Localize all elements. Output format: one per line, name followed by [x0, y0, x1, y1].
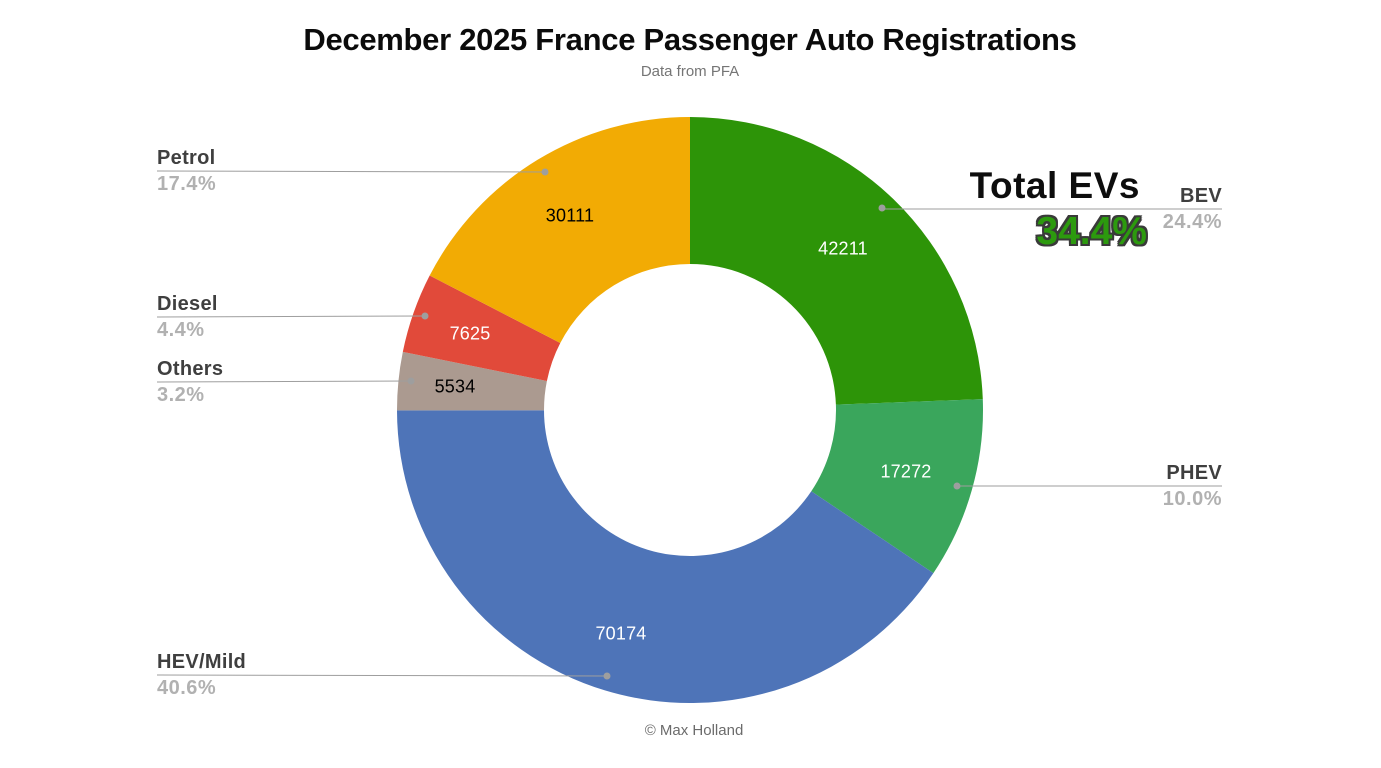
slice-value-others: 5534	[434, 376, 476, 397]
callout-hev-mild-pct: 40.6%	[157, 677, 217, 699]
callout-diesel-label: Diesel	[157, 293, 218, 315]
leader-dot-others	[407, 377, 415, 385]
callout-phev-pct: 10.0%	[1162, 488, 1222, 510]
donut-slices	[396, 116, 983, 703]
callout-phev-label: PHEV	[1166, 462, 1222, 484]
callout-petrol-pct: 17.4%	[157, 173, 217, 195]
chart-subtitle: Data from PFA	[640, 63, 740, 80]
leader-dot-hev	[603, 672, 611, 680]
leader-dot-bev	[878, 204, 886, 212]
slice-phev	[811, 399, 983, 574]
slice-value-hev-mild: 70174	[595, 623, 647, 644]
leader-line-hev	[156, 674, 608, 677]
slice-value-diesel: 7625	[449, 323, 491, 344]
callout-petrol: Petrol 17.4%	[157, 147, 216, 195]
leader-line-petrol	[156, 170, 546, 173]
slice-others	[396, 351, 547, 411]
slice-value-phev: 17272	[880, 461, 932, 482]
leader-dot-petrol	[541, 168, 549, 176]
slice-value-bev: 42211	[818, 238, 868, 259]
slice-value-petrol: 30111	[545, 205, 595, 226]
leader-dot-diesel	[421, 312, 429, 320]
total-evs-label: Total EVs	[969, 165, 1140, 206]
leader-line-others	[156, 380, 412, 383]
total-evs-value: 34.4%	[1036, 210, 1147, 253]
chart-title: December 2025 France Passenger Auto Regi…	[303, 22, 1077, 57]
leader-dot-phev	[953, 482, 961, 490]
slice-diesel	[402, 275, 561, 382]
callout-phev: PHEV 10.0%	[1163, 462, 1222, 510]
callout-others-pct: 3.2%	[157, 384, 205, 406]
callout-hev-mild: HEV/Mild 40.6%	[157, 651, 246, 699]
slice-petrol	[429, 116, 690, 344]
slice-hev-mild	[397, 410, 934, 703]
callout-others: Others 3.2%	[157, 358, 223, 406]
callout-bev: BEV 24.4%	[1163, 185, 1222, 233]
credit-text: © Max Holland	[644, 722, 744, 739]
callout-lines	[156, 168, 1222, 680]
callout-others-label: Others	[157, 358, 224, 380]
slice-bev	[690, 117, 983, 405]
callout-diesel: Diesel 4.4%	[157, 293, 218, 341]
leader-line-diesel	[156, 315, 426, 318]
callout-petrol-label: Petrol	[157, 147, 216, 169]
callout-bev-pct: 24.4%	[1162, 211, 1222, 233]
callout-diesel-pct: 4.4%	[157, 319, 205, 341]
callout-hev-mild-label: HEV/Mild	[157, 651, 247, 673]
callout-bev-label: BEV	[1179, 185, 1222, 207]
